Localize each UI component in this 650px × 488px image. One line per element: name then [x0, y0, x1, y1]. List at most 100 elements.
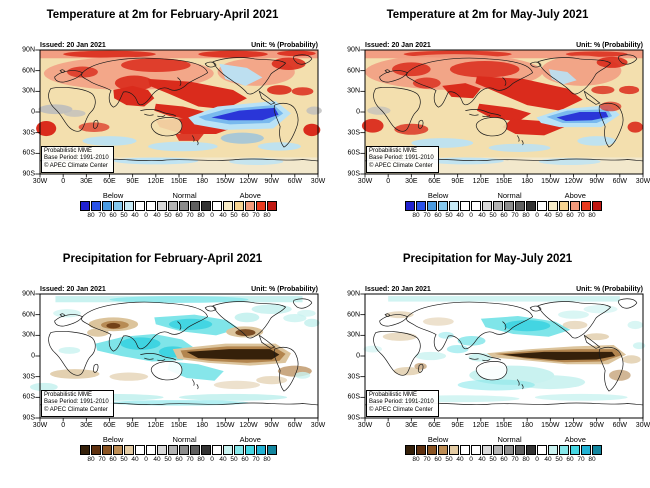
colorbar-cell — [80, 445, 90, 455]
colorbar-tick-value: 40 — [544, 212, 552, 219]
lat-tick-label: 30N — [347, 331, 360, 339]
colorbar-section-label: Below — [102, 191, 124, 200]
colorbar-cell — [493, 201, 503, 211]
annotation-box: Probabilistic MME Base Period: 1991-2010… — [366, 389, 439, 417]
colorbar-cell — [212, 445, 222, 455]
lon-tick-label: 120E — [472, 178, 490, 185]
colorbar-tick-value: 60 — [566, 456, 574, 463]
colorbar-cell — [223, 201, 233, 211]
map-frame: Probabilistic MME Base Period: 1991-2010… — [22, 291, 325, 430]
colorbar-tick-value: 80 — [412, 456, 420, 463]
lat-tick-label: 90N — [22, 46, 35, 54]
lon-tick-label: 30E — [405, 422, 418, 429]
colorbar-cell — [526, 201, 536, 211]
colorbar-cell — [256, 445, 266, 455]
colorbar-cell — [438, 445, 448, 455]
colorbar-cell — [157, 445, 167, 455]
lon-tick-label: 30E — [405, 178, 418, 185]
map-wrap: Issued: 20 Jan 2021 Unit: % (Probability… — [22, 38, 325, 221]
lat-tick-label: 30S — [347, 373, 360, 381]
colorbar-tick-value: 40 — [544, 456, 552, 463]
colorbar-cell — [570, 201, 580, 211]
colorbar-tick-value: 80 — [87, 456, 95, 463]
lat-tick-label: 60N — [347, 311, 360, 319]
colorbar-tick-value: 60 — [241, 212, 249, 219]
colorbar-section-label: Normal — [497, 191, 522, 200]
lon-tick-label: 30W — [635, 422, 650, 429]
colorbar-tick-value: 40 — [456, 212, 464, 219]
colorbar-tick-values: 80 70 60 50 40 0 40 50 60 70 80 0 40 50 60 70 80 — [405, 212, 603, 221]
colorbar-cell — [80, 201, 90, 211]
colorbar-tick-value: 80 — [197, 212, 205, 219]
colorbar-tick-value: 80 — [522, 212, 530, 219]
colorbar-section-label: Normal — [172, 191, 197, 200]
colorbar-cell — [570, 445, 580, 455]
lon-tick-label: 150W — [216, 422, 235, 429]
lat-tick-label: 60S — [347, 393, 360, 401]
lon-tick-label: 120E — [472, 422, 490, 429]
colorbar-tick-value: 60 — [566, 212, 574, 219]
lon-tick-label: 120W — [239, 178, 258, 185]
colorbar-section-label: Below — [102, 435, 124, 444]
colorbar-tick-value: 50 — [489, 212, 497, 219]
colorbar-tick-value: 80 — [263, 456, 271, 463]
colorbar-cell — [179, 201, 189, 211]
colorbar-tick-value: 0 — [535, 456, 539, 463]
lon-tick-label: 150E — [495, 422, 513, 429]
lon-tick-label: 60E — [103, 422, 116, 429]
lat-tick-label: 90S — [22, 170, 35, 178]
map-wrap: Issued: 20 Jan 2021 Unit: % (Probability… — [347, 282, 650, 465]
colorbar-cell — [234, 445, 244, 455]
colorbar-cell — [135, 445, 145, 455]
colorbar-cell — [234, 201, 244, 211]
colorbar-tick-value: 40 — [219, 456, 227, 463]
colorbar-cell — [449, 201, 459, 211]
colorbar-section-label: Above — [239, 191, 261, 200]
lon-tick-label: 180 — [521, 422, 533, 429]
lon-tick-label: 120E — [147, 422, 165, 429]
unit-label: Unit: % (Probability) — [251, 286, 318, 293]
unit-label: Unit: % (Probability) — [251, 42, 318, 49]
colorbar-tick-value: 50 — [445, 456, 453, 463]
colorbar-tick-value: 40 — [153, 456, 161, 463]
colorbar-cell — [102, 201, 112, 211]
colorbar-cell — [471, 445, 481, 455]
colorbar-tick-value: 0 — [535, 212, 539, 219]
colorbar-tick-value: 70 — [98, 456, 106, 463]
lon-tick-label: 90W — [589, 178, 604, 185]
colorbar-cell — [168, 201, 178, 211]
colorbar-section-labels: Below Normal Above — [405, 191, 603, 201]
lat-tick-label: 30N — [22, 87, 35, 95]
lon-tick-label: 120W — [564, 422, 583, 429]
colorbar-cell — [201, 201, 211, 211]
colorbar-section-label: Above — [564, 435, 586, 444]
lat-tick-label: 60N — [22, 67, 35, 75]
lat-tick-label: 30S — [22, 129, 35, 137]
colorbar-tick-value: 80 — [87, 212, 95, 219]
lon-tick-label: 150E — [170, 178, 188, 185]
colorbar-tick-value: 0 — [210, 212, 214, 219]
colorbar-cell — [168, 445, 178, 455]
colorbar-tick-value: 80 — [197, 456, 205, 463]
colorbar-tick-value: 50 — [120, 456, 128, 463]
lon-tick-label: 180 — [196, 422, 208, 429]
colorbar-bar — [80, 445, 278, 455]
colorbar-tick-values: 80 70 60 50 40 0 40 50 60 70 80 0 40 50 60 70 80 — [80, 456, 278, 465]
colorbar-tick-value: 60 — [109, 456, 117, 463]
colorbar-cell — [135, 201, 145, 211]
lon-tick-label: 0 — [61, 178, 66, 185]
colorbar-cell — [515, 201, 525, 211]
colorbar-tick-value: 80 — [522, 456, 530, 463]
lat-tick-label: 60S — [347, 149, 360, 157]
lon-tick-label: 120W — [239, 422, 258, 429]
colorbar-cell — [113, 201, 123, 211]
colorbar-cell — [267, 445, 277, 455]
colorbar-cell — [267, 201, 277, 211]
colorbar-tick-value: 50 — [230, 456, 238, 463]
colorbar-cell — [548, 445, 558, 455]
issued-label: Issued: 20 Jan 2021 — [40, 42, 106, 49]
lat-tick-label: 0 — [356, 108, 360, 116]
panel-title: Precipitation for February-April 2021 — [62, 253, 263, 265]
lon-tick-label: 30W — [310, 178, 326, 185]
